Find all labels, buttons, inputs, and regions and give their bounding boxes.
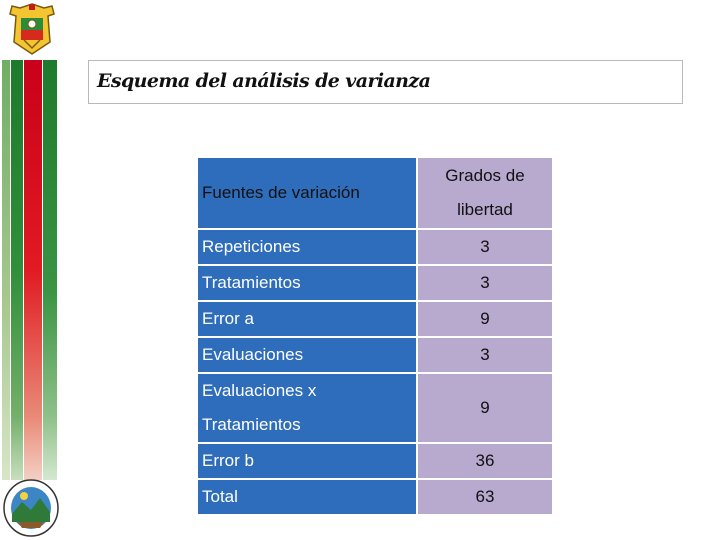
row-value: 3 [416, 336, 554, 374]
row-label: Tratamientos [196, 264, 418, 302]
stripe-light-green [2, 60, 10, 480]
university-seal-icon [3, 479, 59, 537]
table-row: Total 63 [196, 478, 554, 516]
header-df-line2: libertad [457, 200, 513, 219]
header-sources: Fuentes de variación [196, 156, 418, 230]
row-label: Total [196, 478, 418, 516]
table-row: Error b 36 [196, 442, 554, 480]
row-value: 3 [416, 228, 554, 266]
row-label: Error a [196, 300, 418, 338]
decorative-stripes [0, 60, 60, 480]
row-label: Error b [196, 442, 418, 480]
stripe-green-right [43, 60, 57, 480]
anova-table: Fuentes de variación Grados de libertad … [196, 156, 554, 516]
row-value: 3 [416, 264, 554, 302]
row-label: Repeticiones [196, 228, 418, 266]
table-row: Evaluaciones 3 [196, 336, 554, 374]
crest-logo-icon [9, 3, 55, 55]
header-df-line1: Grados de [445, 166, 525, 185]
row-value: 63 [416, 478, 554, 516]
stripe-green [11, 60, 23, 480]
row-value: 9 [416, 372, 554, 444]
row-label-two-line: Evaluaciones x Tratamientos [196, 372, 418, 444]
row-label-line2: Tratamientos [202, 415, 301, 434]
table-row: Error a 9 [196, 300, 554, 338]
table-row: Tratamientos 3 [196, 264, 554, 302]
title-box: Esquema del análisis de varianza [88, 60, 683, 104]
row-label: Evaluaciones [196, 336, 418, 374]
row-label-line1: Evaluaciones x [202, 381, 317, 400]
table-row: Repeticiones 3 [196, 228, 554, 266]
row-value: 9 [416, 300, 554, 338]
row-value: 36 [416, 442, 554, 480]
stripe-red [24, 60, 42, 480]
table-header-row: Fuentes de variación Grados de libertad [196, 156, 554, 230]
header-degrees-of-freedom: Grados de libertad [416, 156, 554, 230]
slide-title: Esquema del análisis de varianza [97, 70, 431, 92]
table-row: Evaluaciones x Tratamientos 9 [196, 372, 554, 444]
